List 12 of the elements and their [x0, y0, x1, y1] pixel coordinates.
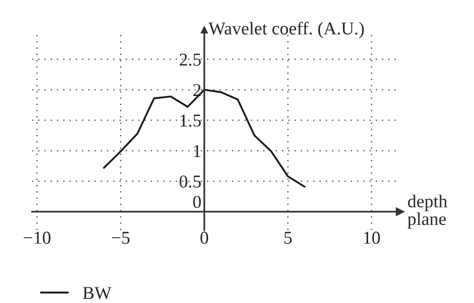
- x-tick-label: −5: [112, 232, 130, 244]
- y-tick-label: 0.5: [180, 175, 201, 188]
- y-tick-label: 1.5: [180, 114, 201, 127]
- x-tick-label: 5: [284, 232, 292, 244]
- x-axis-title: depth plane: [408, 194, 448, 229]
- y-axis-title: Wavelet coeff. (A.U.): [208, 22, 364, 38]
- x-tick-label: −10: [24, 232, 50, 244]
- legend-label: BW: [82, 287, 112, 300]
- y-tick-label: 1: [194, 145, 200, 157]
- y-tick-label: 2.5: [180, 54, 201, 66]
- x-tick-label: 10: [364, 232, 380, 244]
- y-tick-label: 0: [193, 196, 201, 208]
